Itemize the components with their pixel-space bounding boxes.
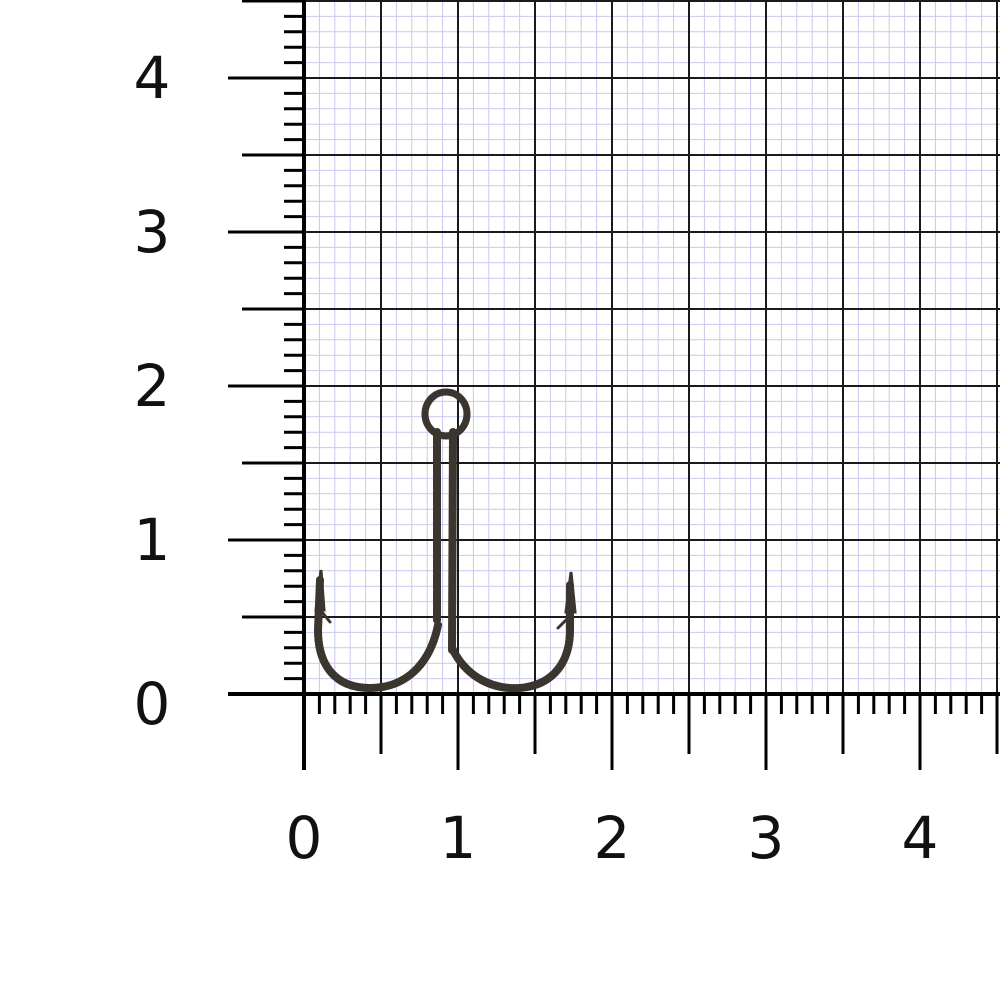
major-grid <box>303 0 1000 695</box>
y-tick-label: 0 <box>134 670 171 738</box>
y-tick-label: 2 <box>134 352 171 420</box>
axis-ticks <box>228 0 1000 770</box>
hook-point-left <box>314 569 332 624</box>
x-tick-label: 2 <box>594 804 631 872</box>
hook-point-right <box>556 571 577 630</box>
hook-shank <box>433 428 457 654</box>
x-tick-label: 4 <box>902 804 939 872</box>
hook-left-bend <box>313 576 442 693</box>
y-tick-label: 1 <box>134 506 171 574</box>
axis-labels: 0 1 2 3 4 0 1 2 3 4 <box>134 44 939 872</box>
x-tick-label: 1 <box>440 804 477 872</box>
x-tick-label: 0 <box>286 804 323 872</box>
y-tick-label: 3 <box>134 198 171 266</box>
x-tick-label: 3 <box>748 804 785 872</box>
treble-hook <box>313 388 577 693</box>
y-tick-label: 4 <box>134 44 171 112</box>
fine-grid <box>304 0 1000 694</box>
hook-eye <box>421 388 471 440</box>
hook-right-bend <box>448 581 574 693</box>
